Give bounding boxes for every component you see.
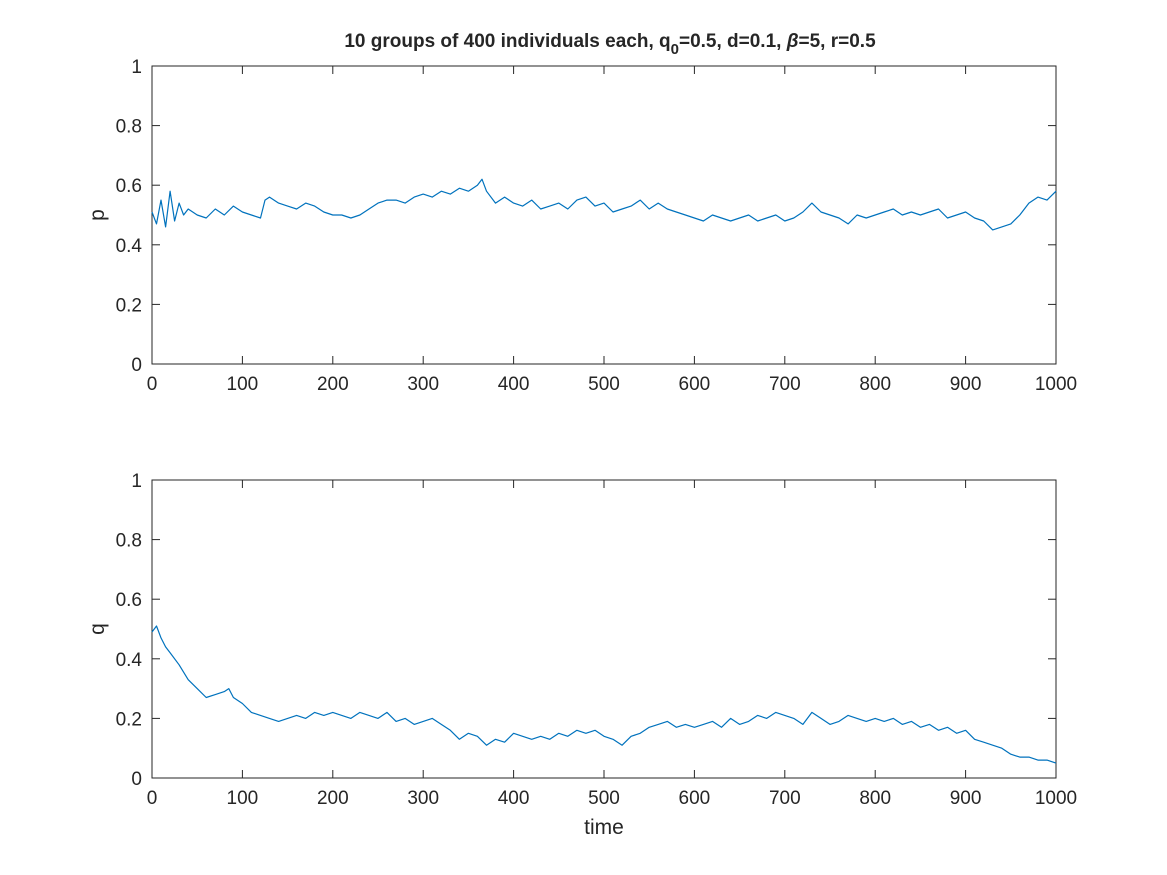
y-tick-label: 0.8 xyxy=(116,117,142,138)
x-tick-label: 200 xyxy=(317,788,349,809)
x-tick-label: 900 xyxy=(950,374,982,395)
x-tick-label: 300 xyxy=(407,374,439,395)
x-tick-label: 800 xyxy=(859,374,891,395)
series-line xyxy=(151,625,1057,764)
y-tick-label: 0.4 xyxy=(116,650,143,671)
subplot-q: 0 100 200 300 400 500 600 700 800 900 1000 0 0.2 0.4 0… xyxy=(86,471,1077,839)
x-tick-label: 0 xyxy=(147,788,158,809)
x-tick-label: 400 xyxy=(498,788,530,809)
axes-box xyxy=(151,479,1057,779)
y-tick-label: 0.2 xyxy=(116,709,142,730)
x-tick-label: 0 xyxy=(147,374,158,395)
x-tick-label: 800 xyxy=(859,788,891,809)
title-rest: =0.5, d=0.1, xyxy=(679,31,787,52)
chart-title: 10 groups of 400 individuals each, q0=0.… xyxy=(344,31,876,58)
series-line xyxy=(151,178,1057,231)
y-tick-label: 0.4 xyxy=(116,236,143,257)
x-tick-label: 1000 xyxy=(1035,788,1077,809)
title-beta: β xyxy=(786,31,799,52)
x-axis-label: time xyxy=(584,816,624,839)
y-tick-label: 1 xyxy=(131,57,142,78)
x-tick-label: 600 xyxy=(679,788,711,809)
y-tick-label: 0.6 xyxy=(116,176,142,197)
y-tick-label: 0.2 xyxy=(116,295,142,316)
title-end: =5, r=0.5 xyxy=(799,31,877,52)
x-tick-label: 100 xyxy=(227,788,259,809)
x-tick-label: 300 xyxy=(407,788,439,809)
y-axis-label: p xyxy=(86,209,109,221)
x-tick-label: 400 xyxy=(498,374,530,395)
y-tick-label: 0 xyxy=(131,355,142,376)
x-tick-label: 500 xyxy=(588,788,620,809)
x-tick-label: 1000 xyxy=(1035,374,1077,395)
x-tick-label: 700 xyxy=(769,374,801,395)
x-tick-label: 100 xyxy=(227,374,259,395)
subplot-p: 0 100 200 300 400 500 600 700 800 900 1000 0 0.2 0.4 0… xyxy=(86,57,1077,395)
x-tick-label: 600 xyxy=(679,374,711,395)
axes-box xyxy=(151,65,1057,365)
y-axis-label: q xyxy=(86,623,109,635)
x-tick-label: 200 xyxy=(317,374,349,395)
x-tick-label: 500 xyxy=(588,374,620,395)
y-tick-label: 0.6 xyxy=(116,590,142,611)
y-tick-label: 0.8 xyxy=(116,531,142,552)
x-tick-label: 700 xyxy=(769,788,801,809)
title-subscript: 0 xyxy=(671,41,679,58)
x-tick-label: 900 xyxy=(950,788,982,809)
title-main: 10 groups of 400 individuals each, q xyxy=(344,31,670,52)
y-tick-label: 1 xyxy=(131,471,142,492)
y-tick-label: 0 xyxy=(131,769,142,790)
